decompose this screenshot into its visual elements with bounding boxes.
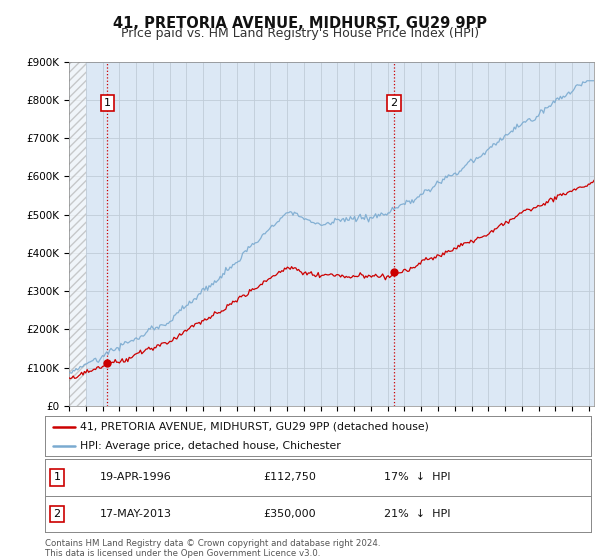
Text: 17%  ↓  HPI: 17% ↓ HPI <box>383 473 450 482</box>
Text: Price paid vs. HM Land Registry's House Price Index (HPI): Price paid vs. HM Land Registry's House … <box>121 27 479 40</box>
Text: 41, PRETORIA AVENUE, MIDHURST, GU29 9PP: 41, PRETORIA AVENUE, MIDHURST, GU29 9PP <box>113 16 487 31</box>
Text: 19-APR-1996: 19-APR-1996 <box>100 473 172 482</box>
Text: 1: 1 <box>53 473 61 482</box>
Bar <box>69 62 86 406</box>
Text: £112,750: £112,750 <box>263 473 316 482</box>
Text: 2: 2 <box>53 509 61 519</box>
Text: HPI: Average price, detached house, Chichester: HPI: Average price, detached house, Chic… <box>80 441 341 450</box>
Text: 2: 2 <box>391 98 397 108</box>
Text: Contains HM Land Registry data © Crown copyright and database right 2024.
This d: Contains HM Land Registry data © Crown c… <box>45 539 380 558</box>
Text: 41, PRETORIA AVENUE, MIDHURST, GU29 9PP (detached house): 41, PRETORIA AVENUE, MIDHURST, GU29 9PP … <box>80 422 430 432</box>
Text: 21%  ↓  HPI: 21% ↓ HPI <box>383 509 450 519</box>
Text: 1: 1 <box>104 98 111 108</box>
Text: £350,000: £350,000 <box>263 509 316 519</box>
Text: 17-MAY-2013: 17-MAY-2013 <box>100 509 172 519</box>
